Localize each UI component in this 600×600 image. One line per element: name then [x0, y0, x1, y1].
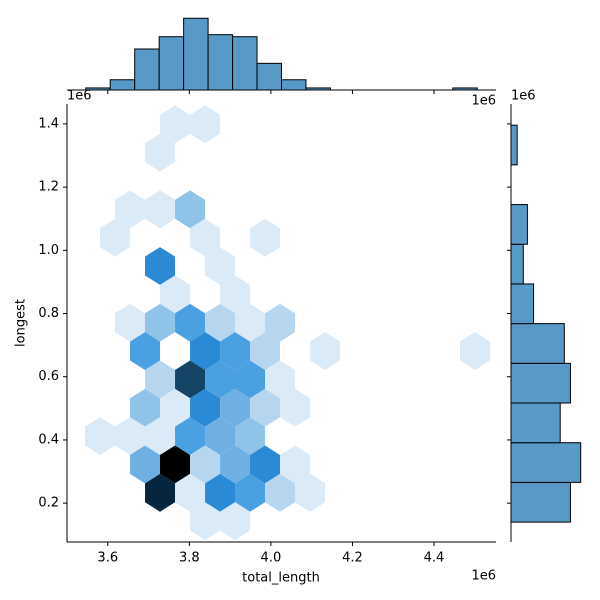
hexbin-cell	[145, 360, 176, 399]
hexbin-cell	[160, 445, 191, 484]
hexbin-cell	[190, 445, 221, 484]
histogram-bar	[232, 36, 258, 91]
hexbin-cell	[235, 303, 266, 342]
hexbin-cell	[220, 445, 251, 484]
hexbin-cell	[310, 332, 341, 370]
histogram-bar	[510, 283, 535, 325]
y-tick-label: 0.8	[38, 306, 59, 321]
hexbin-cell	[145, 417, 176, 456]
hexbin-cell	[280, 445, 311, 484]
hexbin-cell	[205, 360, 236, 399]
hexbin-cell	[220, 332, 251, 370]
x-tick-label: 3.8	[179, 551, 200, 566]
histogram-bar	[510, 402, 561, 444]
histogram-bar	[510, 204, 528, 245]
hexbin-cell	[160, 105, 191, 144]
hexbin-cell	[175, 417, 206, 456]
histogram-bar	[510, 362, 571, 404]
y-offset: 1e6	[67, 89, 92, 104]
hexbin-cell	[235, 473, 266, 512]
hexbin-cell	[145, 247, 176, 285]
hexbin-cell	[130, 388, 161, 427]
hexbin-cell	[175, 303, 206, 342]
y-tick-label: 1.2	[38, 180, 59, 195]
histogram-bar	[256, 62, 282, 91]
hexbin-cell	[190, 388, 221, 427]
hexbin-cell	[190, 105, 221, 144]
hexbin-cell	[205, 473, 236, 512]
top-x-offset: 1e6	[471, 94, 496, 109]
hexbin-cell	[145, 133, 176, 172]
histogram-bar	[281, 79, 307, 91]
hexbin-cell	[145, 473, 176, 512]
hexbin-cell	[175, 190, 206, 229]
histogram-bar	[158, 36, 185, 91]
x-offset: 1e6	[471, 569, 496, 584]
hexbin-cell	[115, 303, 146, 342]
hexbin-cell	[175, 473, 206, 512]
hexbin-cell	[160, 275, 191, 314]
hexbin-cell	[265, 303, 296, 342]
hexbin-cell	[265, 360, 296, 399]
histogram-bar	[207, 34, 234, 91]
hexbin-cell	[295, 473, 326, 512]
hexbin-cell	[250, 332, 281, 370]
hexbin-cell	[235, 360, 266, 399]
hexbin-cell	[190, 332, 221, 370]
hexbin-cell	[84, 417, 115, 456]
y-tick-label: 1.4	[38, 116, 59, 131]
y-tick-label: 1.0	[38, 243, 59, 258]
hexbin-cell	[115, 190, 146, 229]
y-tick-label: 0.4	[38, 432, 59, 447]
y-axis-label: longest	[14, 299, 29, 347]
hexbin-cell	[190, 218, 221, 257]
x-tick-label: 3.6	[97, 551, 118, 566]
histogram-bar	[109, 79, 136, 91]
hexbin-cell	[250, 218, 281, 257]
histogram-bar	[510, 323, 565, 364]
right-y-offset: 1e6	[511, 89, 536, 104]
hexbin-cell	[220, 388, 251, 427]
hexbin-cell	[115, 417, 146, 456]
hexbin-cell	[130, 445, 161, 484]
hexbin-cell	[190, 502, 221, 541]
hexbin-cell	[145, 303, 176, 342]
x-axis-label: total_length	[242, 571, 320, 586]
y-tick-label: 0.6	[38, 369, 59, 384]
hexbin-cell	[130, 332, 161, 370]
hexbin-cell	[250, 445, 281, 484]
histogram-bar	[510, 481, 571, 523]
hexbin-cell	[99, 218, 130, 257]
x-tick-label: 4.4	[424, 551, 445, 566]
histogram-bar	[183, 17, 209, 91]
x-tick-label: 4.2	[342, 551, 363, 566]
histogram-bar	[510, 442, 582, 483]
hexbin-cell	[250, 388, 281, 427]
hexbin-cell	[205, 303, 236, 342]
hexbin-cell	[265, 473, 296, 512]
histogram-bar	[510, 124, 518, 166]
hexbin-cell	[235, 417, 266, 456]
hexbin-cell	[160, 388, 191, 427]
hexbin-cell	[205, 247, 236, 285]
hexbin-cell	[175, 360, 206, 399]
hexbin-cell	[220, 502, 251, 541]
hexbin-cell	[205, 417, 236, 456]
x-tick-label: 4.0	[261, 551, 282, 566]
hexbin-cell	[460, 332, 491, 370]
y-tick-label: 0.2	[38, 496, 59, 511]
hexbin-cell	[280, 388, 311, 427]
hexbin-cell	[145, 190, 176, 229]
histogram-bar	[510, 243, 524, 285]
histogram-bar	[134, 48, 160, 91]
hexbin-cell	[220, 275, 251, 314]
